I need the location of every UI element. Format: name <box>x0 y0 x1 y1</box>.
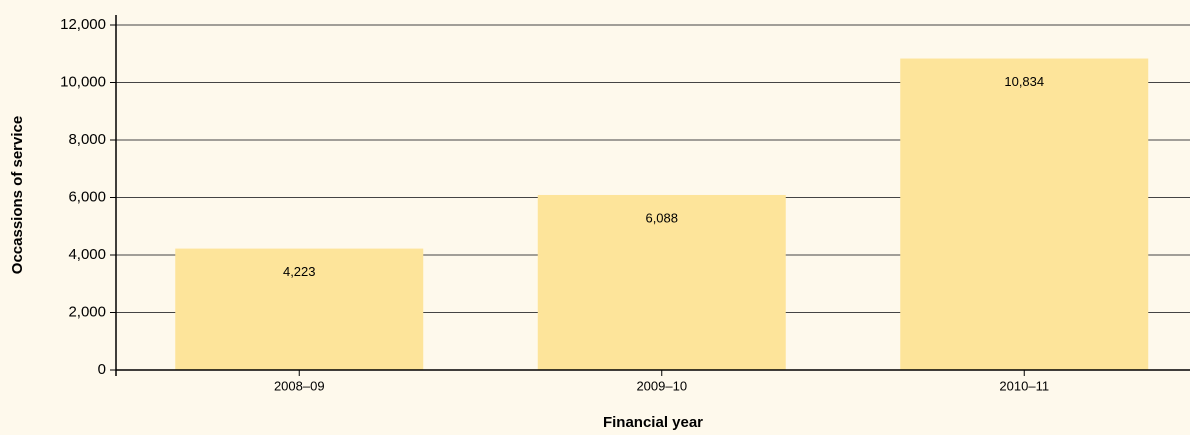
y-tick-label: 6,000 <box>68 188 106 205</box>
y-tick-label: 0 <box>98 361 106 378</box>
y-tick-label: 4,000 <box>68 246 106 263</box>
y-tick-label: 2,000 <box>68 303 106 320</box>
y-axis-title: Occassions of service <box>9 116 26 274</box>
value-label: 6,088 <box>645 210 678 225</box>
x-tick-label: 2008–09 <box>274 378 325 393</box>
bar <box>900 58 1149 371</box>
y-tick-label: 8,000 <box>68 131 106 148</box>
x-tick-label: 2010–11 <box>999 378 1049 393</box>
value-label: 4,223 <box>283 264 316 279</box>
y-tick-label: 12,000 <box>60 16 106 33</box>
bar <box>175 248 424 370</box>
y-tick-label: 10,000 <box>60 73 106 90</box>
x-tick-label: 2009–10 <box>636 378 687 393</box>
x-axis-title: Financial year <box>603 414 703 431</box>
value-label: 10,834 <box>1004 74 1044 89</box>
bar <box>537 194 786 370</box>
